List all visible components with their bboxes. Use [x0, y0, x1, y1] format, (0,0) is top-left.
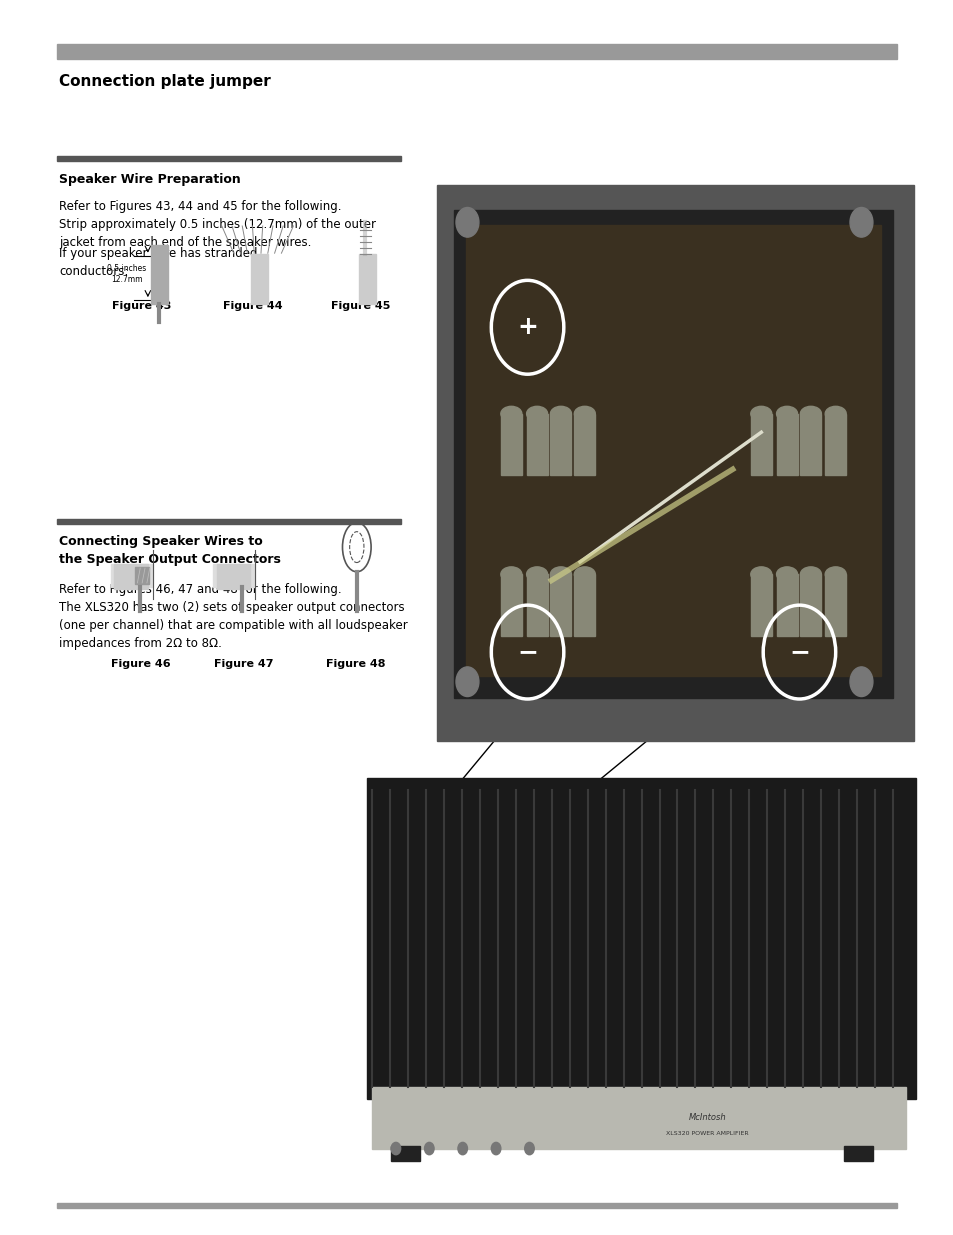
Bar: [526, 574, 547, 636]
Circle shape: [457, 1142, 467, 1155]
Bar: [216, 577, 250, 589]
Text: Figure 46: Figure 46: [112, 659, 171, 669]
Text: Figure 45: Figure 45: [331, 301, 390, 311]
Bar: [750, 574, 771, 636]
Text: Figure 44: Figure 44: [223, 301, 282, 311]
Text: McIntosh: McIntosh: [688, 1113, 725, 1123]
Bar: [114, 564, 148, 577]
Ellipse shape: [500, 567, 521, 582]
Circle shape: [849, 207, 872, 237]
Text: 0.5 inches
12.7mm: 0.5 inches 12.7mm: [107, 264, 147, 284]
Text: +: +: [517, 315, 537, 340]
Circle shape: [456, 667, 478, 697]
Ellipse shape: [800, 567, 821, 582]
Ellipse shape: [550, 406, 571, 421]
Text: Connection plate jumper: Connection plate jumper: [59, 74, 271, 89]
Bar: [800, 414, 821, 475]
Text: Figure 43: Figure 43: [112, 301, 171, 311]
Text: If your speaker wire has stranded
conductors:: If your speaker wire has stranded conduc…: [59, 247, 257, 278]
Bar: [251, 254, 268, 304]
Bar: [574, 574, 595, 636]
Circle shape: [849, 667, 872, 697]
Text: −: −: [517, 640, 537, 664]
Bar: [800, 574, 821, 636]
Text: Speaker Wire Preparation: Speaker Wire Preparation: [59, 173, 241, 186]
Bar: [372, 1087, 905, 1149]
Bar: [454, 210, 892, 698]
Bar: [526, 414, 547, 475]
Ellipse shape: [500, 406, 521, 421]
Text: −: −: [788, 640, 809, 664]
Text: Refer to Figures 46, 47 and 48 for the following.
The XLS320 has two (2) sets of: Refer to Figures 46, 47 and 48 for the f…: [59, 583, 408, 650]
Circle shape: [524, 1142, 534, 1155]
Bar: [135, 567, 149, 584]
Bar: [367, 778, 915, 1099]
Bar: [111, 564, 152, 587]
Bar: [114, 577, 148, 589]
Bar: [824, 574, 845, 636]
Ellipse shape: [550, 567, 571, 582]
Ellipse shape: [526, 567, 547, 582]
Bar: [391, 1146, 419, 1161]
Text: Refer to Figures 43, 44 and 45 for the following.
Strip approximately 0.5 inches: Refer to Figures 43, 44 and 45 for the f…: [59, 200, 375, 249]
Circle shape: [491, 1142, 500, 1155]
Bar: [500, 574, 521, 636]
Bar: [550, 414, 571, 475]
Bar: [358, 254, 375, 304]
Ellipse shape: [750, 567, 771, 582]
Bar: [57, 156, 400, 161]
Bar: [57, 1203, 896, 1208]
Ellipse shape: [750, 406, 771, 421]
Bar: [57, 519, 400, 524]
Bar: [151, 245, 168, 304]
Bar: [843, 1146, 872, 1161]
Bar: [436, 185, 913, 741]
Ellipse shape: [824, 567, 845, 582]
Bar: [465, 225, 880, 676]
Ellipse shape: [776, 567, 797, 582]
Circle shape: [391, 1142, 400, 1155]
Bar: [776, 414, 797, 475]
Ellipse shape: [800, 406, 821, 421]
Text: Figure 47: Figure 47: [213, 659, 273, 669]
Ellipse shape: [526, 406, 547, 421]
Bar: [500, 414, 521, 475]
Bar: [750, 414, 771, 475]
Text: Figure 48: Figure 48: [326, 659, 385, 669]
Bar: [57, 44, 896, 59]
Ellipse shape: [574, 567, 595, 582]
Bar: [574, 414, 595, 475]
Circle shape: [456, 207, 478, 237]
Ellipse shape: [776, 406, 797, 421]
Bar: [776, 574, 797, 636]
Bar: [213, 564, 254, 587]
Text: XLS320 POWER AMPLIFIER: XLS320 POWER AMPLIFIER: [665, 1131, 748, 1136]
Bar: [824, 414, 845, 475]
Circle shape: [424, 1142, 434, 1155]
Bar: [216, 564, 250, 577]
Bar: [550, 574, 571, 636]
Text: Connecting Speaker Wires to
the Speaker Output Connectors: Connecting Speaker Wires to the Speaker …: [59, 535, 281, 566]
Ellipse shape: [824, 406, 845, 421]
Ellipse shape: [574, 406, 595, 421]
